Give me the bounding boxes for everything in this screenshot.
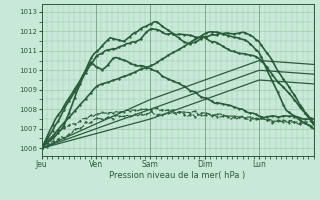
X-axis label: Pression niveau de la mer( hPa ): Pression niveau de la mer( hPa ) bbox=[109, 171, 246, 180]
